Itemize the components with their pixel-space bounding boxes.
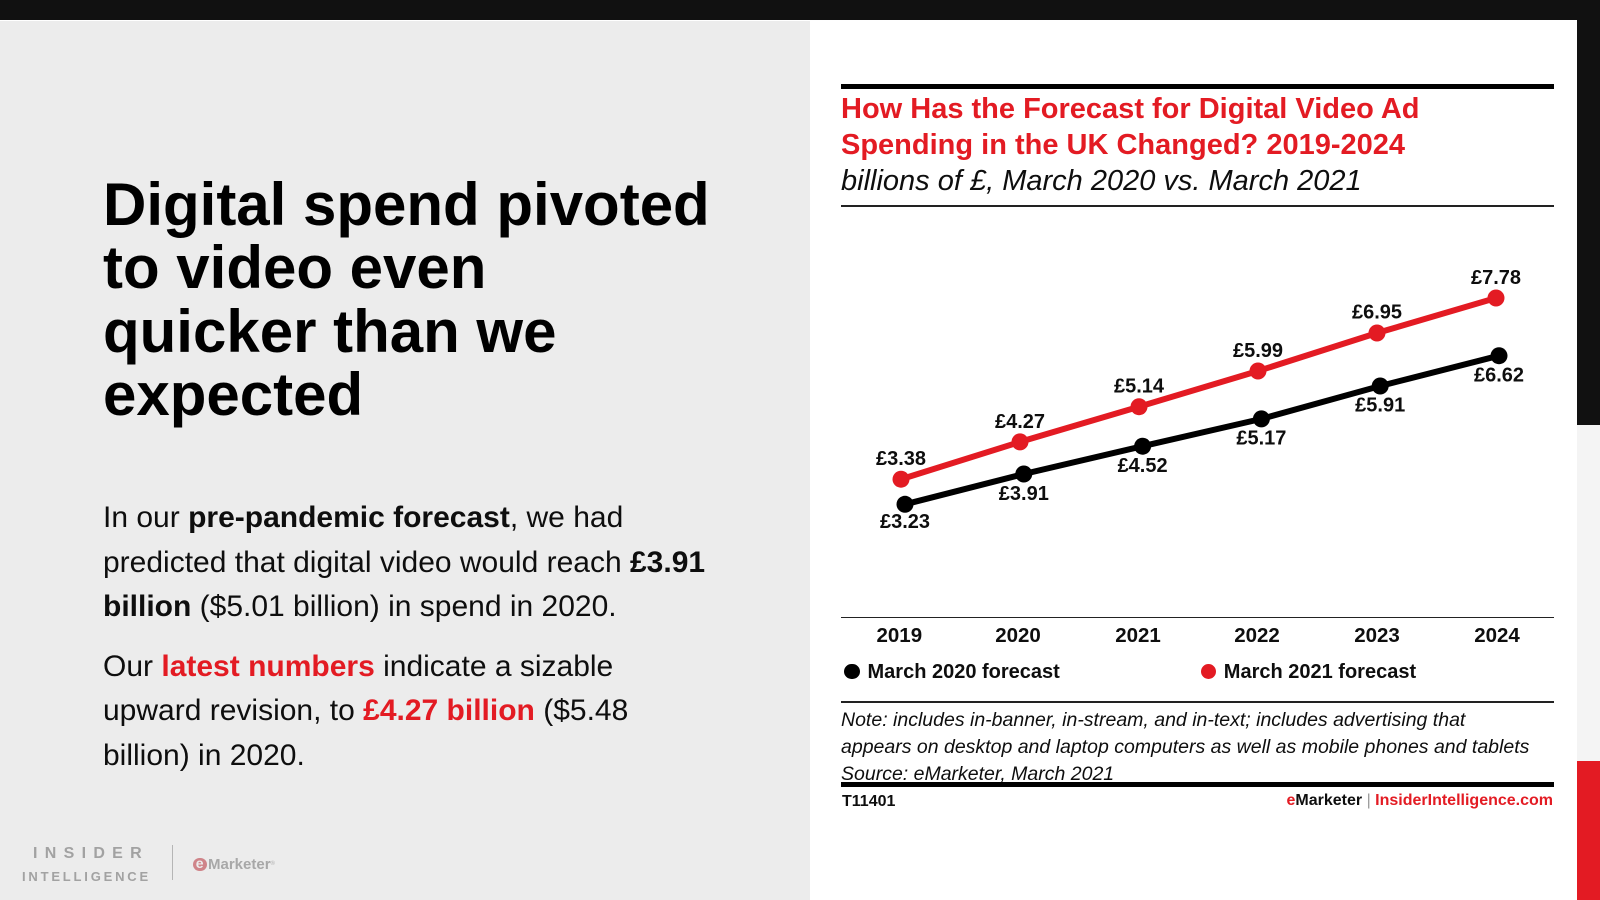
svg-text:£5.17: £5.17	[1236, 428, 1286, 450]
svg-text:£7.78: £7.78	[1471, 267, 1521, 289]
svg-text:£5.14: £5.14	[1114, 376, 1165, 398]
svg-text:£6.95: £6.95	[1352, 302, 1402, 324]
svg-text:2020: 2020	[995, 624, 1041, 647]
svg-text:£3.23: £3.23	[880, 511, 930, 533]
svg-text:£3.38: £3.38	[876, 448, 926, 470]
svg-text:2021: 2021	[1115, 624, 1161, 647]
svg-text:£6.62: £6.62	[1474, 364, 1524, 386]
svg-text:2022: 2022	[1234, 624, 1280, 647]
svg-text:£5.99: £5.99	[1233, 340, 1283, 362]
svg-text:£4.52: £4.52	[1118, 455, 1168, 477]
svg-text:2019: 2019	[876, 624, 922, 647]
svg-text:£4.27: £4.27	[995, 411, 1045, 433]
svg-text:2023: 2023	[1354, 624, 1400, 647]
svg-text:2024: 2024	[1474, 624, 1520, 647]
svg-text:£3.91: £3.91	[999, 483, 1049, 505]
svg-text:£5.91: £5.91	[1355, 395, 1405, 417]
